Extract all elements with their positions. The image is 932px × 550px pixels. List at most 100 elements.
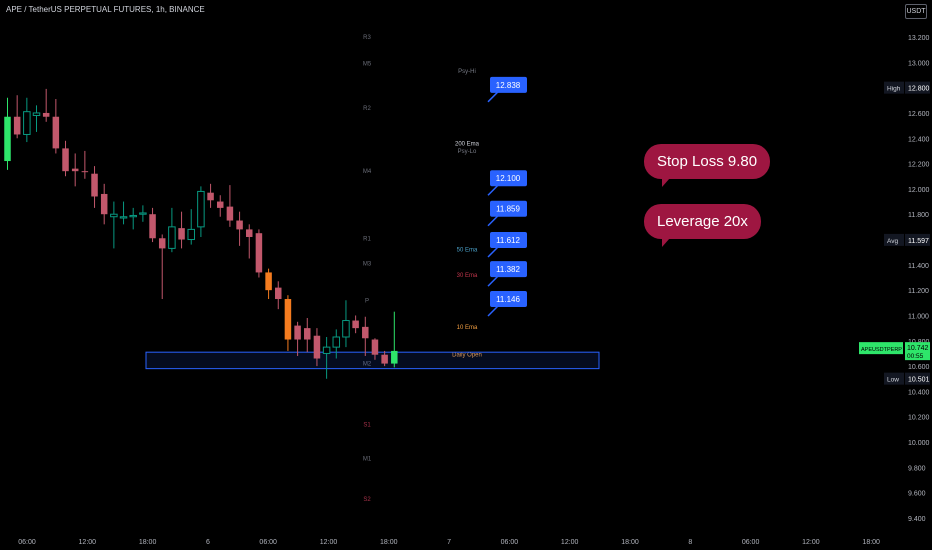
y-tick-label: 11.000	[908, 313, 929, 320]
candle	[246, 224, 253, 259]
candle-body	[129, 214, 137, 218]
candle-body	[216, 201, 224, 208]
x-tick-label: 12:00	[320, 539, 338, 546]
candle-body	[265, 272, 272, 291]
candle-body	[62, 148, 69, 172]
candle-body	[275, 287, 282, 300]
pivot-label: S2	[363, 497, 371, 503]
candle-body	[371, 339, 379, 355]
y-tick-label: 9.400	[908, 516, 926, 523]
y-tick-label: 13.000	[908, 60, 930, 67]
price-label-text: 11.146	[496, 295, 520, 304]
candle	[119, 201, 128, 225]
price-label-text: 12.100	[496, 174, 521, 183]
axis-marker-value: 11.597	[908, 238, 929, 245]
candle-body	[207, 192, 214, 201]
candle	[284, 295, 292, 351]
candle-body	[197, 190, 205, 228]
candle	[149, 207, 156, 243]
candle-body	[168, 226, 176, 249]
pivot-label: M2	[363, 362, 372, 368]
candle	[158, 234, 166, 300]
x-tick-label: 18:00	[621, 539, 639, 546]
symbol-tag-bg	[859, 342, 903, 355]
candle	[81, 150, 89, 179]
x-tick-label: 7	[447, 539, 451, 546]
candle	[178, 211, 185, 249]
candle-body	[246, 229, 253, 237]
y-tick-label: 12.400	[908, 136, 930, 143]
y-tick-label: 11.200	[908, 288, 929, 295]
candle-body	[4, 116, 11, 162]
candle-body	[342, 320, 350, 338]
axis-marker-value: 10.501	[908, 377, 930, 384]
x-tick-label: 12:00	[561, 539, 579, 546]
candle-body	[284, 299, 292, 340]
y-tick-label: 9.800	[908, 465, 926, 472]
chart-title: APE / TetherUS PERPETUAL FUTURES, 1h, BI…	[6, 5, 205, 14]
candle	[226, 185, 234, 227]
ma-label: Daily Open	[452, 353, 482, 359]
pivot-label: M5	[363, 62, 372, 68]
price-label-text: 12.838	[496, 81, 521, 90]
price-label-text: 11.859	[496, 205, 520, 214]
candle-body	[91, 173, 98, 197]
candle	[352, 315, 359, 334]
candle	[391, 311, 398, 368]
price-label-box	[490, 170, 527, 187]
candle	[304, 318, 311, 353]
axis-marker-tag	[884, 233, 904, 246]
x-tick-label: 06:00	[742, 539, 760, 546]
candle	[168, 207, 176, 253]
ma-label: 10 Ema	[457, 325, 478, 331]
price-label-box	[490, 261, 527, 278]
candle-body	[42, 112, 50, 117]
candle	[275, 281, 282, 310]
y-tick-label: 10.000	[908, 440, 930, 447]
candle	[322, 336, 331, 379]
candle	[371, 338, 379, 360]
y-tick-label: 11.400	[908, 263, 929, 270]
x-tick-label: 06:00	[501, 539, 519, 546]
candle-body	[100, 193, 108, 215]
x-tick-label: 06:00	[18, 539, 36, 546]
ma-label: 30 Ema	[457, 273, 478, 279]
x-tick-label: 18:00	[139, 539, 157, 546]
candle-body	[187, 228, 195, 241]
axis-marker: Avg 11.597	[884, 233, 930, 246]
candle	[187, 209, 195, 245]
pivot-label: M3	[363, 262, 372, 268]
y-tick-label: 10.600	[908, 364, 930, 371]
x-tick-label: 12:00	[79, 539, 97, 546]
candle-body	[255, 233, 263, 273]
price-label: 11.382	[487, 261, 527, 287]
candle	[216, 195, 224, 217]
pivot-label: M1	[363, 457, 372, 463]
axis-marker-value-bg	[905, 81, 930, 94]
axis-marker-label: Low	[887, 377, 899, 384]
candle	[100, 183, 108, 225]
candle-body	[226, 206, 234, 221]
axis-marker-value: 12.800	[908, 86, 930, 93]
candle	[207, 183, 214, 208]
pivot-label: R2	[363, 106, 371, 112]
candle-body	[294, 325, 301, 340]
y-tick-label: 10.200	[908, 415, 930, 422]
currency-button[interactable]: USDT	[905, 4, 927, 19]
candle	[62, 140, 69, 177]
candle	[381, 350, 388, 367]
candle-body	[352, 320, 359, 329]
price-label: 11.146	[487, 290, 527, 317]
price-label-leader	[487, 184, 499, 196]
price-label: 12.838	[487, 76, 527, 103]
candle	[32, 105, 41, 132]
candle-body	[71, 168, 79, 172]
symbol-tag-value: 10.742	[907, 345, 929, 352]
price-label: 11.612	[487, 232, 527, 258]
candle	[129, 207, 137, 230]
candle-body	[236, 220, 243, 230]
y-tick-label: 10.400	[908, 389, 930, 396]
axis-marker-label: Avg	[887, 238, 898, 245]
